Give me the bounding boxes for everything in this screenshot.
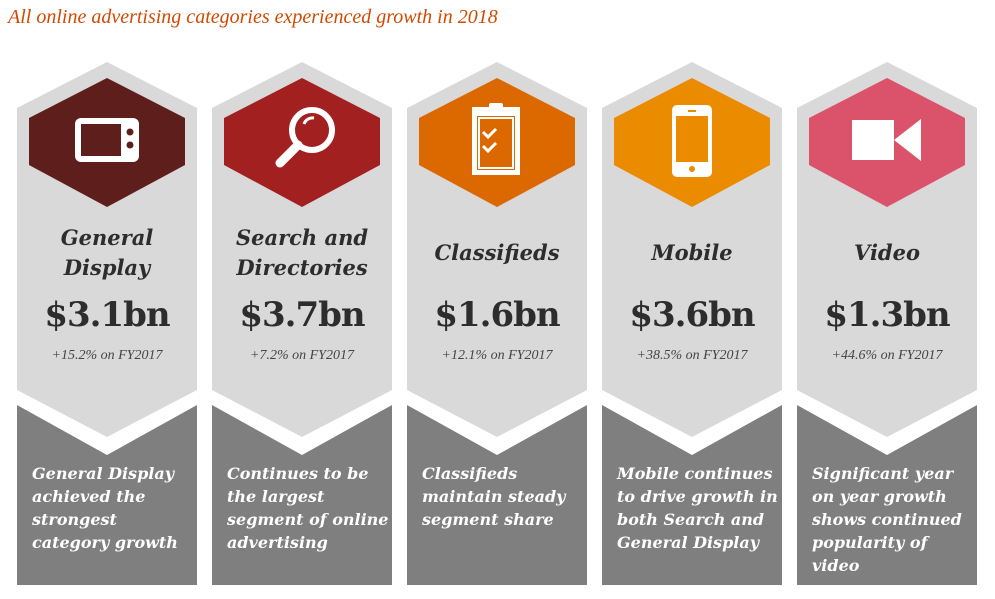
- category-name: General Display: [60, 225, 154, 280]
- tv-icon: [75, 118, 139, 162]
- card-bottom-panel: [17, 405, 197, 585]
- category-description: Mobile continues to drive growth in both…: [617, 464, 778, 552]
- category-amount: $1.6bn: [434, 295, 560, 335]
- category-card: Mobile $3.6bn +38.5% on FY2017 Mobile co…: [602, 0, 782, 599]
- category-growth: +7.2% on FY2017: [250, 348, 354, 363]
- card-bottom-panel: [797, 405, 977, 585]
- card-shapes: [602, 62, 782, 585]
- video-camera-icon: [852, 119, 921, 161]
- card-bottom-panel: [407, 405, 587, 585]
- category-growth: +44.6% on FY2017: [831, 348, 943, 363]
- icon-hexagon: [224, 78, 380, 207]
- category-description: Classifieds maintain steady segment shar…: [422, 464, 566, 529]
- category-growth: +15.2% on FY2017: [51, 348, 163, 363]
- category-growth: +38.5% on FY2017: [636, 348, 748, 363]
- category-amount: $3.1bn: [44, 295, 170, 335]
- category-card: Search and Directories $3.7bn +7.2% on F…: [212, 0, 392, 599]
- smartphone-icon: [672, 105, 712, 177]
- category-description: Significant year on year growth shows co…: [812, 464, 962, 575]
- category-amount: $3.7bn: [239, 295, 365, 335]
- category-amount: $1.3bn: [824, 295, 950, 335]
- category-card: General Display $3.1bn +15.2% on FY2017 …: [17, 0, 197, 599]
- category-name: Search and Directories: [235, 225, 369, 280]
- category-card: Classifieds $1.6bn +12.1% on FY2017 Clas…: [407, 0, 587, 599]
- clipboard-icon: [472, 103, 520, 175]
- card-shapes: [212, 62, 392, 585]
- category-card: Video $1.3bn +44.6% on FY2017 Significan…: [797, 0, 977, 599]
- card-shapes: [17, 62, 197, 585]
- category-name: Video: [854, 240, 920, 265]
- category-growth: +12.1% on FY2017: [441, 348, 553, 363]
- category-name: Classifieds: [434, 240, 560, 265]
- card-shapes: [407, 62, 587, 585]
- category-description: General Display achieved the strongest c…: [32, 464, 178, 552]
- category-name: Mobile: [651, 240, 733, 265]
- category-amount: $3.6bn: [629, 295, 755, 335]
- category-description: Continues to be the largest segment of o…: [227, 464, 389, 552]
- card-bottom-panel: [212, 405, 392, 585]
- magnifier-icon: [275, 107, 335, 168]
- card-bottom-panel: [602, 405, 782, 585]
- page-title: All online advertising categories experi…: [8, 6, 498, 28]
- card-shapes: [797, 62, 977, 585]
